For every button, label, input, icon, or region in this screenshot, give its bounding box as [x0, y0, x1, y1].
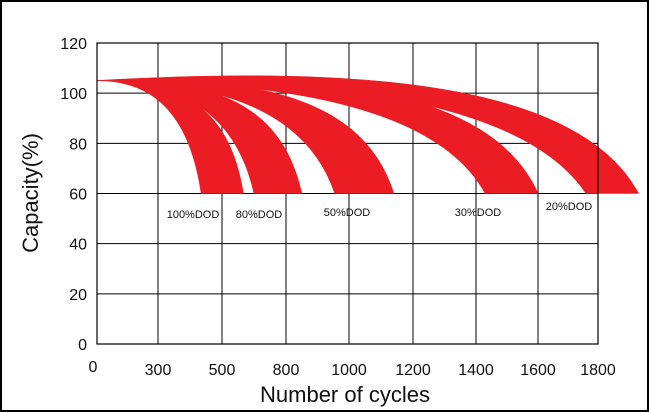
x-tick-label: 1400	[458, 362, 494, 379]
x-tick-label: 1800	[580, 362, 616, 379]
y-tick-label: 20	[69, 287, 87, 304]
x-axis-label: Number of cycles	[260, 382, 430, 407]
series-label: 30%DOD	[455, 207, 502, 219]
x-tick-label: 1600	[520, 362, 556, 379]
y-tick-label: 120	[60, 36, 87, 53]
y-tick-label: 40	[69, 237, 87, 254]
band-20-dod	[96, 75, 640, 194]
y-tick-label: 60	[69, 187, 87, 204]
plot-area-border	[96, 42, 599, 345]
x-tick-label: 1200	[395, 362, 431, 379]
x-tick-label: 800	[273, 362, 300, 379]
y-tick-label: 100	[60, 86, 87, 103]
x-tick-label: 300	[145, 362, 172, 379]
y-axis-label: Capacity(%)	[18, 133, 43, 253]
y-tick-label: 0	[78, 337, 87, 354]
series-label: 100%DOD	[167, 209, 220, 221]
x-tick-label: 500	[209, 362, 236, 379]
y-tick-label: 80	[69, 136, 87, 153]
series-labels: 100%DOD 80%DOD 50%DOD 30%DOD 20%DOD	[167, 201, 593, 221]
x-tick-labels: 0 300 500 800 1000 1200 1400 1600 1800	[89, 359, 616, 379]
series-label: 80%DOD	[236, 209, 283, 221]
plot-bands	[96, 75, 640, 194]
x-tick-label: 1000	[331, 362, 367, 379]
series-label: 20%DOD	[546, 201, 593, 213]
y-tick-labels: 0 20 40 60 80 100 120	[60, 36, 87, 354]
series-label: 50%DOD	[324, 207, 371, 219]
x-tick-label: 0	[89, 359, 98, 376]
